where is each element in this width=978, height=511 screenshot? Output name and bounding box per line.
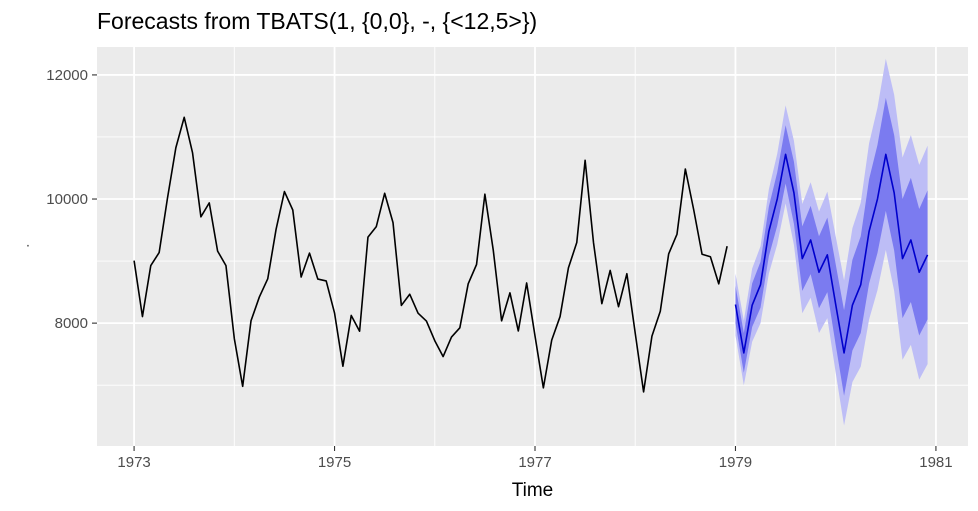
- y-axis: 8000 10000 12000: [46, 67, 97, 332]
- x-axis-title: Time: [512, 480, 554, 501]
- x-tick-label: 1977: [518, 454, 551, 471]
- y-tick-label: 12000: [46, 67, 88, 84]
- interval-80-band: [735, 97, 928, 396]
- y-tick-label: 10000: [46, 191, 88, 208]
- y-axis-title: .: [26, 234, 30, 251]
- x-tick-label: 1979: [719, 454, 752, 471]
- x-axis: 1973 1975 1977 1979 1981: [117, 446, 953, 471]
- x-tick-label: 1973: [117, 454, 150, 471]
- prediction-intervals: [735, 58, 928, 426]
- history-line: [133, 116, 728, 393]
- chart-title: Forecasts from TBATS(1, {0,0}, -, {<12,5…: [97, 8, 538, 34]
- x-tick-label: 1975: [318, 454, 351, 471]
- forecast-mean-line: [734, 153, 929, 354]
- series-lines: [133, 116, 929, 393]
- x-tick-label: 1981: [919, 454, 952, 471]
- major-gridlines: [97, 47, 968, 446]
- y-tick-label: 8000: [55, 315, 88, 332]
